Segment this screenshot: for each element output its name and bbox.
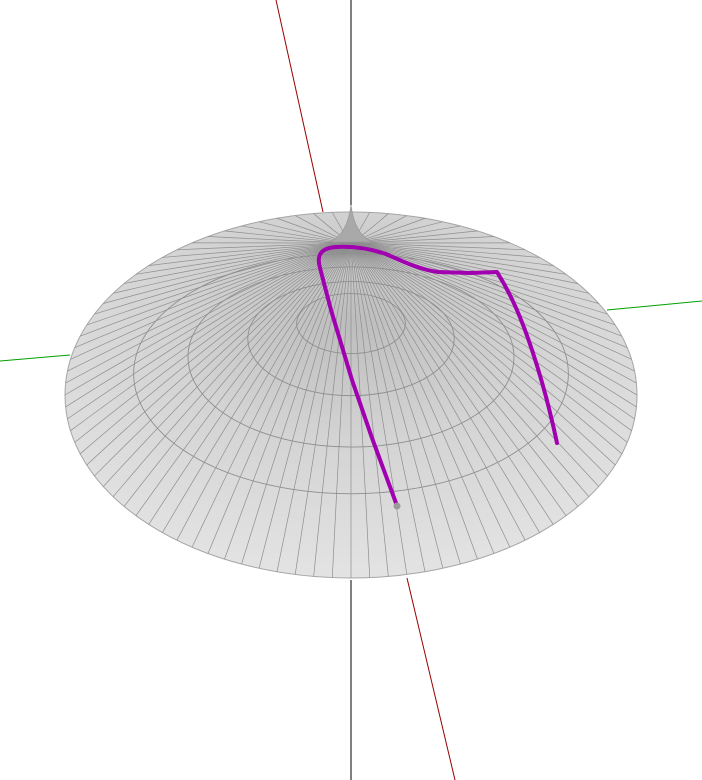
geodesic-path[interactable]: [316, 244, 559, 510]
mesh-meridian: [241, 242, 352, 565]
mesh-meridian: [74, 242, 352, 443]
mesh-meridian: [135, 242, 352, 275]
mesh-meridian: [294, 242, 352, 575]
mesh-meridian: [350, 242, 526, 251]
mesh-meridian: [65, 242, 352, 408]
cone-surface[interactable]: [64, 204, 638, 579]
mesh-meridian: [123, 242, 352, 507]
mesh-meridian: [70, 242, 352, 431]
mesh-meridian: [148, 242, 352, 266]
y-axis-right: [606, 300, 702, 311]
mesh-meridian: [191, 242, 352, 548]
axes-back: [0, 0, 702, 362]
mesh-meridian: [350, 242, 444, 569]
mesh-meridian: [350, 242, 554, 266]
mesh-meridian: [350, 242, 637, 408]
mesh-meridian: [331, 242, 352, 578]
mesh-meridian: [112, 242, 352, 497]
mesh-meridian: [350, 242, 408, 575]
mesh-meridian: [103, 242, 352, 487]
surface-mesh: [64, 212, 638, 578]
mesh-meridian: [350, 236, 495, 244]
mesh-meridian: [350, 242, 579, 507]
mesh-meridian: [350, 242, 478, 560]
mesh-meridian: [350, 242, 567, 275]
mesh-meridian: [350, 242, 389, 577]
mesh-meridian: [350, 242, 632, 431]
mesh-meridian: [350, 242, 608, 477]
mesh-meridian: [350, 242, 599, 304]
mesh-meridian: [86, 242, 352, 466]
x-axis-front: [406, 577, 456, 780]
mesh-meridian: [350, 242, 638, 396]
mesh-meridian: [135, 242, 352, 516]
mesh-ring: [187, 266, 515, 448]
mesh-meridian: [276, 242, 352, 572]
mesh-meridian: [350, 242, 635, 420]
mesh-meridian: [207, 242, 352, 554]
mesh-meridian: [350, 242, 540, 258]
mesh-meridian: [64, 242, 352, 396]
x-axis-back: [275, 0, 324, 213]
path-curve: [316, 244, 559, 505]
mesh-ring: [247, 281, 455, 397]
mesh-meridian: [350, 242, 628, 443]
mesh-meridian: [350, 242, 567, 516]
mesh-meridian: [67, 242, 352, 372]
mesh-meridian: [350, 242, 371, 578]
mesh-meridian: [67, 242, 352, 420]
mesh-meridian: [162, 242, 352, 533]
mesh-meridian: [350, 242, 540, 533]
mesh-meridian: [350, 242, 623, 455]
mesh-ring: [133, 253, 569, 495]
mesh-meridian: [350, 242, 511, 548]
mesh-meridian: [350, 242, 589, 294]
axes-front: [350, 577, 456, 780]
y-axis-left: [0, 354, 71, 362]
path-endpoint[interactable]: [393, 502, 401, 510]
mesh-meridian: [224, 242, 352, 560]
mesh-ring: [296, 293, 406, 355]
mesh-meridian: [350, 242, 590, 497]
mesh-meridian: [350, 242, 554, 525]
mesh-meridian: [79, 242, 352, 455]
mesh-meridian: [148, 242, 352, 525]
cusp-tip: [329, 204, 373, 243]
mesh-meridian: [207, 236, 352, 244]
mesh-meridian: [350, 242, 616, 466]
mesh-meridian: [258, 242, 352, 569]
mesh-meridian: [162, 242, 352, 258]
mesh-meridian: [94, 242, 352, 477]
mesh-meridian: [350, 242, 461, 565]
mesh-meridian: [350, 242, 578, 284]
mesh-meridian: [176, 242, 352, 251]
mesh-meridian: [350, 242, 495, 554]
mesh-meridian: [350, 242, 426, 572]
mesh-meridian: [313, 242, 352, 577]
